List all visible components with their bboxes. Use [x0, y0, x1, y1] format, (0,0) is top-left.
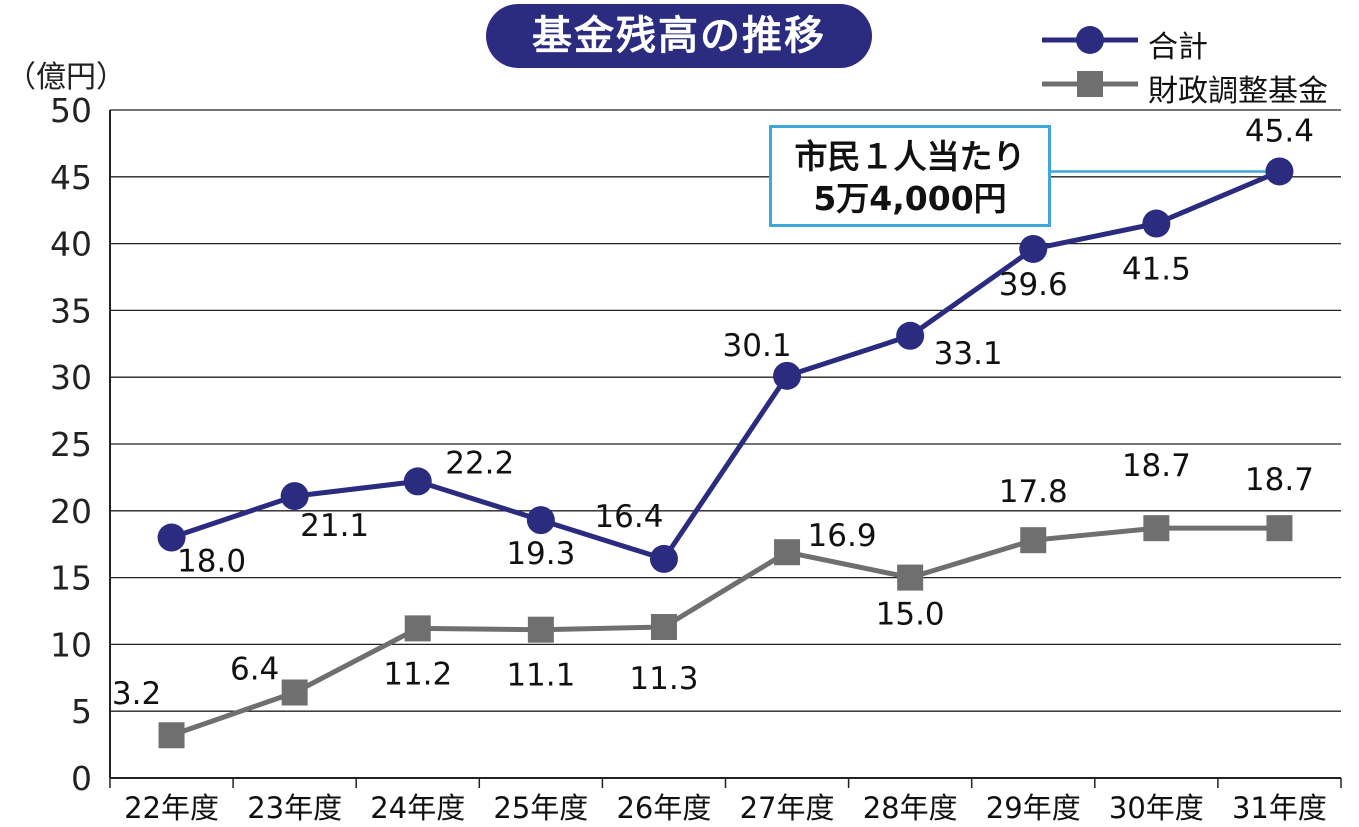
x-tick-label: 28年度 — [863, 791, 958, 825]
data-label: 6.4 — [230, 651, 279, 687]
callout-box: 市民１人当たり 5万4,000円 — [769, 125, 1051, 227]
data-label: 45.4 — [1245, 113, 1314, 149]
data-label: 18.0 — [177, 544, 246, 580]
data-label: 16.9 — [808, 518, 877, 554]
callout-line2: 5万4,000円 — [813, 179, 1007, 218]
series-group: 18.0 21.1 22.2 19.3 16.4 30.1 33.1 39.6 41.5 45.4… — [112, 113, 1314, 749]
legend-label-fund: 財政調整基金 — [1148, 74, 1328, 109]
x-tick-label: 24年度 — [370, 791, 465, 825]
y-axis-unit: （億円） — [6, 60, 126, 95]
series-line-0 — [170, 169, 1281, 562]
data-point-fund — [527, 616, 554, 643]
y-tick-label: 20 — [50, 492, 92, 531]
y-tick-label: 25 — [50, 425, 92, 464]
data-point-fund — [774, 539, 801, 566]
data-point-total — [896, 321, 925, 350]
data-point-fund — [404, 615, 431, 642]
chart-title: 基金残高の推移 — [486, 4, 872, 68]
data-point-total — [649, 544, 678, 573]
y-tick-label: 0 — [71, 759, 92, 798]
data-label: 41.5 — [1122, 252, 1191, 288]
y-tick-label: 15 — [50, 559, 92, 598]
legend-label-total: 合計 — [1148, 30, 1208, 65]
data-point-total — [403, 467, 432, 496]
x-tick-label: 22年度 — [124, 791, 219, 825]
y-tick-label: 45 — [50, 158, 92, 197]
data-label: 11.1 — [506, 658, 575, 694]
data-label: 11.3 — [629, 661, 698, 697]
x-tick-label: 27年度 — [740, 791, 835, 825]
x-tick-label: 25年度 — [493, 791, 588, 825]
data-point-fund — [158, 722, 185, 749]
x-tick-label: 29年度 — [986, 791, 1081, 825]
data-point-total — [1142, 209, 1171, 238]
y-tick-labels: 0 5 10 15 20 25 30 35 40 45 50 — [50, 91, 92, 798]
callout-line1: 市民１人当たり — [794, 137, 1026, 176]
x-tick-label: 23年度 — [247, 791, 342, 825]
y-tick-label: 50 — [50, 91, 92, 130]
data-point-fund — [650, 614, 677, 641]
x-tick-label: 31年度 — [1232, 791, 1327, 825]
data-point-fund — [1266, 515, 1293, 542]
data-label: 33.1 — [934, 336, 1003, 372]
legend-marker-fund — [1077, 71, 1103, 97]
data-point-total — [1265, 157, 1294, 186]
data-label: 22.2 — [445, 445, 514, 481]
data-label: 16.4 — [594, 499, 663, 535]
data-point-total — [526, 506, 555, 535]
data-label: 18.7 — [1122, 448, 1191, 484]
data-label: 15.0 — [876, 597, 945, 633]
x-tick-label: 26年度 — [616, 791, 711, 825]
data-label: 19.3 — [506, 536, 575, 572]
y-tick-label: 35 — [50, 291, 92, 330]
legend — [1042, 26, 1138, 97]
gridlines — [109, 109, 1341, 779]
data-point-fund — [1020, 527, 1047, 554]
y-tick-label: 5 — [71, 692, 92, 731]
data-label: 39.6 — [999, 267, 1068, 303]
data-label: 21.1 — [300, 508, 369, 544]
y-tick-label: 40 — [50, 225, 92, 264]
series-line-1 — [170, 525, 1280, 738]
data-point-total — [157, 523, 186, 552]
data-label: 30.1 — [723, 328, 792, 364]
data-label: 3.2 — [112, 676, 161, 712]
data-point-fund — [1143, 515, 1170, 542]
data-point-total — [280, 482, 309, 511]
data-point-total — [773, 361, 802, 390]
y-tick-label: 30 — [50, 358, 92, 397]
data-label: 11.2 — [383, 656, 452, 692]
x-tick-label: 30年度 — [1109, 791, 1204, 825]
data-label: 17.8 — [999, 474, 1068, 510]
x-axis: 22年度 23年度 24年度 25年度 26年度 27年度 28年度 29年度 30年度 31年度 — [109, 778, 1342, 825]
data-point-fund — [281, 679, 308, 706]
legend-marker-total — [1076, 26, 1104, 54]
data-point-fund — [897, 564, 924, 591]
y-tick-label: 10 — [50, 625, 92, 664]
data-label: 18.7 — [1245, 462, 1314, 498]
data-point-total — [1019, 234, 1048, 263]
